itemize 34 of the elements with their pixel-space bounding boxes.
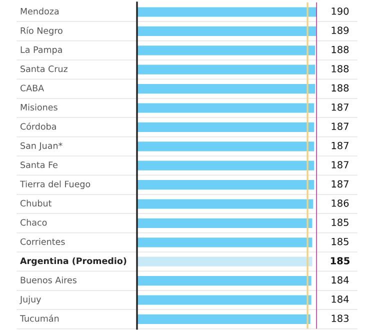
y-tick-label: Córdoba [20,122,56,130]
y-tick-label: San Juan* [20,142,62,151]
data-label: 190 [332,7,349,15]
data-label: 188 [332,65,349,72]
data-label: 188 [332,46,349,54]
data-label: 187 [332,161,348,168]
data-label: 189 [332,26,349,34]
data-label: 188 [332,84,349,92]
y-tick-label: Tucumán [20,314,59,322]
y-tick-label: Río Negro [20,26,62,36]
y-tick-label: CABA [20,84,44,92]
data-label: 183 [332,314,348,322]
y-tick-label: Chaco [20,218,47,226]
y-tick-label: Santa Fe [20,162,58,168]
data-label: 185 [330,257,350,264]
data-label: 184 [332,295,349,303]
y-tick-label: Tierra del Fuego [20,180,90,190]
y-tick-label: Chubut [20,200,52,207]
data-label: 187 [332,103,348,111]
y-tick-label: Corrientes [20,238,65,245]
data-label: 187 [332,122,348,130]
y-tick-label: Argentina (Promedio) [20,257,126,266]
y-tick-label: La Pampa [20,46,62,55]
y-tick-label: Misiones [20,104,58,111]
y-tick-label: Santa Cruz [20,66,68,72]
data-label: 184 [332,276,349,284]
y-tick-label: Mendoza [20,8,59,15]
data-label: 187 [332,180,348,188]
data-label: 185 [332,238,348,246]
data-label: 187 [332,142,348,150]
y-tick-label: Buenos Aires [20,276,77,284]
data-label: 186 [332,199,349,207]
data-label: 185 [332,218,348,226]
y-tick-label: Jujuy [20,296,42,304]
